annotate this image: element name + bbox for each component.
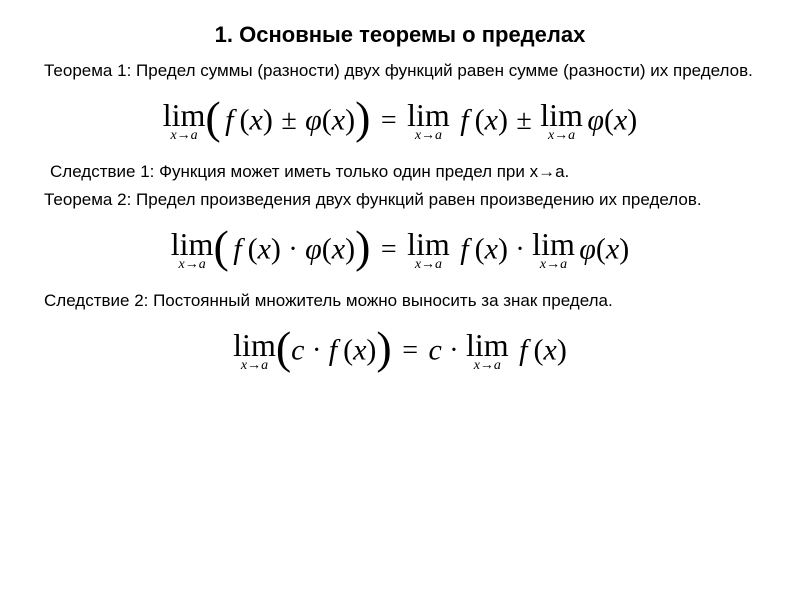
- rparen-big: ): [355, 221, 370, 272]
- phi-of-x: φ(x): [305, 233, 355, 266]
- lparen-big: (: [213, 221, 228, 272]
- plus-minus: ±: [277, 105, 300, 136]
- f-of-x: f (x): [513, 334, 567, 367]
- slide-title: 1. Основные теоремы о пределах: [44, 22, 756, 48]
- phi-of-x: φ(x): [305, 104, 355, 137]
- slide-content: 1. Основные теоремы о пределах Теорема 1…: [0, 0, 800, 377]
- formula-product: lim x→a ( f (x) · φ(x)) = lim x→a f (x) …: [44, 223, 756, 276]
- lim-symbol: lim x→a: [407, 228, 450, 272]
- lparen-big: (: [205, 92, 220, 143]
- equals: =: [396, 335, 424, 366]
- lim-symbol: lim x→a: [171, 228, 214, 272]
- c-var: c: [291, 334, 304, 367]
- plus-minus: ±: [512, 105, 535, 136]
- formula-constant: lim x→a (c · f (x)) = c · lim x→a f (x): [44, 324, 756, 377]
- lim-symbol: lim x→a: [466, 329, 509, 373]
- rparen-big: ): [355, 92, 370, 143]
- lim-symbol: lim x→a: [407, 99, 450, 143]
- f-of-x: f (x): [454, 104, 508, 137]
- corollary-1-text: Следствие 1: Функция может иметь только …: [50, 161, 756, 183]
- lim-symbol: lim x→a: [233, 329, 276, 373]
- dot-op: ·: [446, 335, 461, 366]
- f-of-x: f (x): [329, 334, 377, 367]
- rparen-big: ): [376, 322, 391, 373]
- lim-label: lim: [163, 99, 206, 131]
- f-of-x: f (x): [233, 233, 281, 266]
- formula-sum: lim x→a ( f (x) ± φ(x)) = lim x→a f (x) …: [44, 94, 756, 147]
- equals: =: [375, 234, 403, 265]
- f-of-x: f (x): [225, 104, 273, 137]
- lim-symbol: lim x→a: [540, 99, 583, 143]
- lparen-big: (: [276, 322, 291, 373]
- f-of-x: f (x): [454, 233, 508, 266]
- phi-of-x: φ(x): [579, 233, 629, 266]
- corollary-2-text: Следствие 2: Постоянный множитель можно …: [44, 290, 756, 312]
- dot-op: ·: [309, 335, 324, 366]
- theorem-1-text: Теорема 1: Предел суммы (разности) двух …: [44, 60, 756, 82]
- theorem-2-text: Теорема 2: Предел произведения двух функ…: [44, 189, 756, 211]
- dot-op: ·: [285, 234, 300, 265]
- dot-op: ·: [512, 234, 527, 265]
- c-var: c: [428, 334, 441, 367]
- lim-symbol: lim x→a: [163, 99, 206, 143]
- lim-symbol: lim x→a: [532, 228, 575, 272]
- equals: =: [375, 105, 403, 136]
- phi-of-x: φ(x): [587, 104, 637, 137]
